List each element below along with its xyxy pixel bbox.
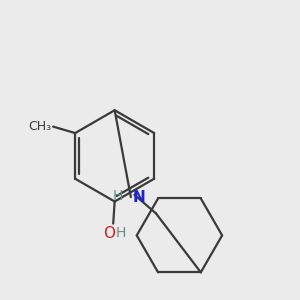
Text: N: N <box>132 190 145 205</box>
Text: O: O <box>103 226 115 241</box>
Text: H: H <box>112 189 123 202</box>
Text: CH₃: CH₃ <box>28 120 52 133</box>
Text: H: H <box>116 226 126 240</box>
